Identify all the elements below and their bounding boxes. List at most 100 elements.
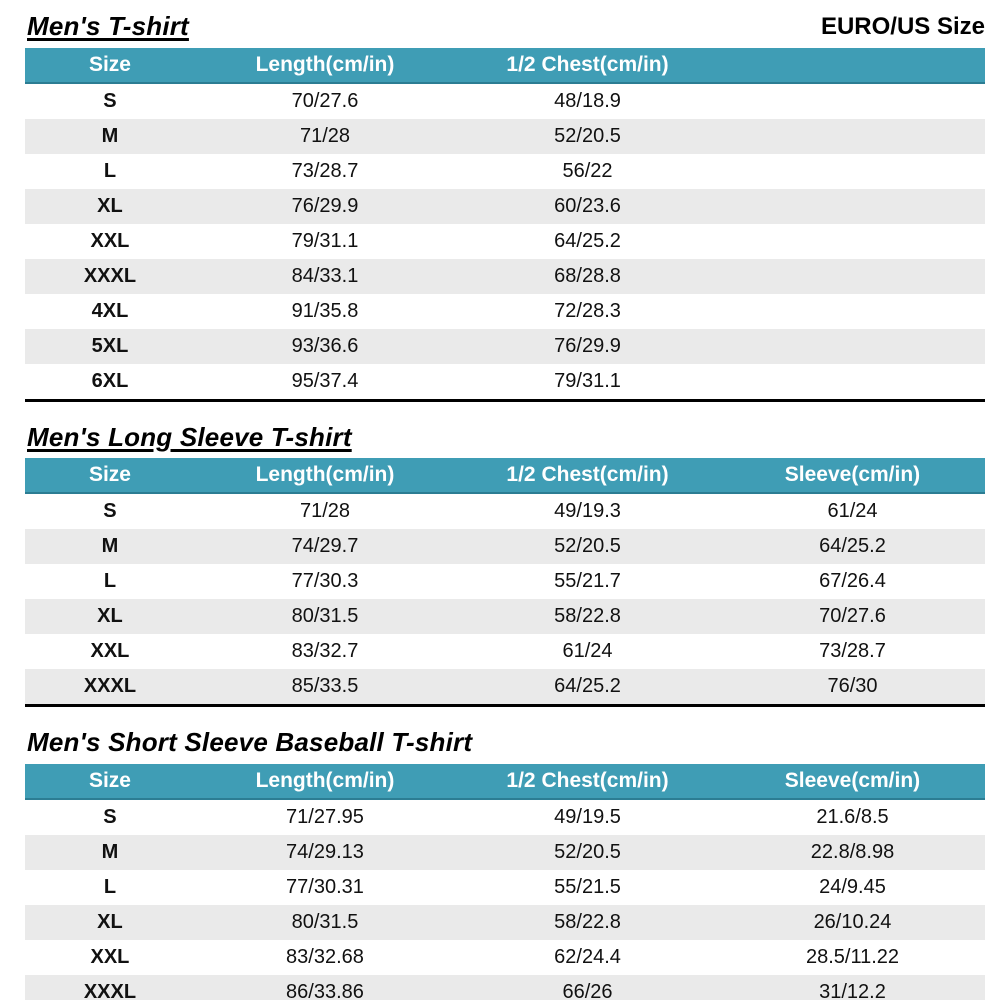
measurement-cell: 52/20.5 — [554, 124, 621, 147]
size-cell: XXL — [90, 945, 130, 968]
measurement-cell: 64/25.2 — [554, 675, 621, 698]
column-header: 1/2 Chest(cm/in) — [506, 768, 669, 792]
measurement-cell: 64/25.2 — [554, 229, 621, 252]
size-cell: L — [103, 570, 117, 593]
measurement-cell: 85/33.5 — [291, 675, 359, 698]
measurement-cell: 79/31.1 — [554, 369, 621, 392]
size-cell: XXL — [90, 229, 130, 252]
measurement-cell: 66/26 — [562, 980, 613, 1000]
measurement-cell: 86/33.86 — [286, 980, 364, 1000]
measurement-cell — [720, 154, 985, 189]
column-header: 1/2 Chest(cm/in) — [506, 463, 669, 487]
measurement-cell: 55/21.5 — [554, 875, 621, 898]
measurement-cell — [720, 119, 985, 154]
measurement-cell: 93/36.6 — [291, 334, 359, 357]
table-row: 5XL 93/36.6 76/29.9 — [25, 328, 985, 364]
table-row: M 71/28 52/20.5 — [25, 118, 985, 154]
table-row: L 77/30.31 55/21.5 24/9.45 — [25, 870, 985, 905]
section-mens-tshirt: Men's T-shirt EURO/US Size Size Length(cm… — [25, 12, 985, 402]
measurement-cell: 49/19.5 — [554, 805, 621, 828]
measurement-cell: 49/19.3 — [554, 500, 621, 523]
measurement-cell: 76/29.9 — [554, 334, 621, 357]
size-cell: M — [101, 124, 119, 147]
table-title-mens-tshirt: Men's T-shirt — [27, 11, 189, 41]
title-row: Men's Long Sleeve T-shirt — [27, 421, 985, 452]
measurement-cell: 52/20.5 — [554, 840, 621, 863]
measurement-cell: 91/35.8 — [291, 299, 359, 322]
table-row: L 77/30.3 55/21.7 67/26.4 — [25, 564, 985, 599]
measurement-cell: 71/28 — [299, 500, 351, 523]
measurement-cell — [720, 84, 985, 119]
size-table-mens-tshirt: Size Length(cm/in) 1/2 Chest(cm/in) S 70/27.… — [25, 47, 985, 402]
size-table-mens-short-sleeve-baseball-tshirt: Size Length(cm/in) 1/2 Chest(cm/in) Sleeve(… — [25, 763, 985, 1000]
measurement-cell: 56/22 — [562, 159, 613, 182]
table-row: XL 76/29.9 60/23.6 — [25, 188, 985, 224]
measurement-cell — [720, 224, 985, 259]
column-header: Sleeve(cm/in) — [784, 463, 921, 487]
table-header-row: Size Length(cm/in) 1/2 Chest(cm/in) — [25, 47, 985, 84]
size-cell: XL — [97, 194, 123, 217]
column-header: Size — [88, 52, 131, 76]
measurement-cell: 76/30 — [827, 675, 878, 698]
measurement-cell: 70/27.6 — [291, 89, 359, 112]
size-cell: XXL — [90, 640, 130, 663]
measurement-cell: 28.5/11.22 — [805, 945, 900, 968]
column-header: Sleeve(cm/in) — [784, 768, 921, 792]
measurement-cell — [720, 259, 985, 294]
measurement-cell: 60/23.6 — [554, 194, 621, 217]
table-row: XXL 83/32.68 62/24.4 28.5/11.22 — [25, 940, 985, 975]
measurement-cell: 68/28.8 — [554, 264, 621, 287]
measurement-cell: 95/37.4 — [291, 369, 359, 392]
table-row: 6XL 95/37.4 79/31.1 — [25, 364, 985, 399]
measurement-cell: 62/24.4 — [554, 945, 621, 968]
measurement-cell — [720, 189, 985, 224]
table-row: S 70/27.6 48/18.9 — [25, 84, 985, 119]
size-cell: XL — [97, 605, 123, 628]
column-header: Size — [88, 768, 131, 792]
size-cell: L — [103, 875, 117, 898]
size-table-mens-long-sleeve-tshirt: Size Length(cm/in) 1/2 Chest(cm/in) Sleeve(… — [25, 458, 985, 708]
section-mens-long-sleeve-tshirt: Men's Long Sleeve T-shirt Size Length(cm/… — [25, 421, 985, 708]
measurement-cell: 79/31.1 — [291, 229, 359, 252]
size-cell: 4XL — [91, 299, 129, 322]
measurement-cell: 24/9.45 — [819, 875, 886, 898]
measurement-cell — [720, 364, 985, 399]
size-cell: M — [101, 840, 119, 863]
table-row: XXL 79/31.1 64/25.2 — [25, 224, 985, 259]
measurement-cell: 52/20.5 — [554, 535, 621, 558]
table-row: M 74/29.7 52/20.5 64/25.2 — [25, 529, 985, 565]
measurement-cell: 77/30.3 — [291, 570, 359, 593]
measurement-cell: 55/21.7 — [554, 570, 621, 593]
size-cell: S — [103, 89, 117, 112]
column-header: Length(cm/in) — [255, 768, 395, 792]
table-row: XL 80/31.5 58/22.8 70/27.6 — [25, 599, 985, 635]
size-cell: 5XL — [91, 334, 129, 357]
measurement-cell: 26/10.24 — [813, 910, 892, 933]
measurement-cell: 48/18.9 — [554, 89, 621, 112]
size-cell: XXXL — [83, 980, 137, 1000]
table-row: XL 80/31.5 58/22.8 26/10.24 — [25, 904, 985, 940]
column-header: Length(cm/in) — [255, 463, 395, 487]
column-header: 1/2 Chest(cm/in) — [506, 52, 669, 76]
table-title-mens-long-sleeve-tshirt: Men's Long Sleeve T-shirt — [27, 421, 352, 452]
section-mens-short-sleeve-baseball-tshirt: Men's Short Sleeve Baseball T-shirt Size… — [25, 728, 985, 1000]
measurement-cell: 71/28 — [299, 124, 351, 147]
table-header-row: Size Length(cm/in) 1/2 Chest(cm/in) Sleeve(… — [25, 763, 985, 800]
measurement-cell: 61/24 — [562, 640, 613, 663]
table-row: XXXL 85/33.5 64/25.2 76/30 — [25, 669, 985, 705]
measurement-cell: 58/22.8 — [554, 605, 621, 628]
table-row: XXXL 84/33.1 68/28.8 — [25, 258, 985, 294]
measurement-cell: 74/29.7 — [291, 535, 359, 558]
size-cell: XL — [97, 910, 123, 933]
size-cell: XXXL — [83, 264, 137, 287]
measurement-cell: 64/25.2 — [819, 535, 886, 558]
measurement-cell: 83/32.7 — [291, 640, 359, 663]
measurement-cell: 73/28.7 — [819, 640, 886, 663]
measurement-cell: 61/24 — [827, 500, 878, 523]
title-row: Men's T-shirt EURO/US Size — [27, 12, 985, 41]
table-row: XXL 83/32.7 61/24 73/28.7 — [25, 634, 985, 669]
size-cell: L — [103, 159, 117, 182]
measurement-cell: 76/29.9 — [291, 194, 359, 217]
measurement-cell: 84/33.1 — [291, 264, 359, 287]
